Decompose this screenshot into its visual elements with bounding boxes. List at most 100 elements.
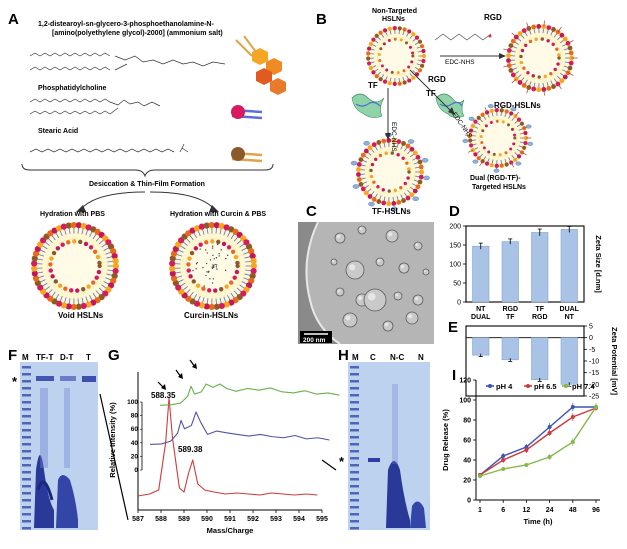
lipid-head <box>416 155 421 160</box>
inner-lipid-head <box>201 286 205 290</box>
inner-lipid-head <box>97 261 101 265</box>
lipid-head <box>388 81 392 85</box>
lipid-head <box>513 158 517 162</box>
lipid-head <box>393 82 397 86</box>
lipid1-structure <box>30 53 225 70</box>
inner-lipid-head <box>480 141 483 144</box>
tem-particle-highlight <box>388 232 392 236</box>
inner-lipid-head <box>551 43 554 46</box>
inner-lipid-head <box>400 39 403 42</box>
data-point <box>571 440 575 444</box>
tf-protein-2 <box>436 94 464 118</box>
curcin-dot <box>218 253 219 254</box>
lipid3-name: Stearic Acid <box>38 128 78 135</box>
process-label: Desiccation & Thin-Film Formation <box>89 181 205 188</box>
inner-lipid-head <box>538 75 541 78</box>
inner-lipid-head <box>405 41 408 44</box>
inner-lipid-head <box>490 121 493 124</box>
curcin-dot <box>192 270 193 271</box>
inner-lipid-head <box>374 158 377 161</box>
lipid-head <box>381 139 386 144</box>
y-tick-label: 100 <box>459 398 471 405</box>
inner-lipid-head <box>235 270 239 274</box>
curcin-dot <box>204 285 205 286</box>
inner-lipid-head <box>407 167 410 170</box>
lipid-head <box>401 198 406 203</box>
tf-ligand <box>351 161 357 165</box>
x-tick-label: 1 <box>478 507 482 514</box>
product-rgd-label: RGD-HSLNs <box>494 101 541 110</box>
x-tick-label: 12 <box>523 507 531 514</box>
x-tick-label: 590 <box>201 516 213 523</box>
inner-lipid-head <box>411 52 414 55</box>
inner-lipid-head <box>86 284 90 288</box>
lipid-head <box>364 191 369 196</box>
gel-f-lane-m: M <box>22 353 29 362</box>
panel-g: G 587 588 589 590 591 592 593 594 595Mass/Charge… <box>100 347 339 535</box>
lipid-head <box>469 143 473 147</box>
lipid-head <box>376 140 381 145</box>
inner-lipid-head <box>48 262 52 266</box>
tem-particle <box>358 226 366 234</box>
inner-lipid-head <box>485 124 488 127</box>
tf-ligand <box>526 125 531 129</box>
panel-a: A 1,2-distearoyl-sn-glycero-3-phosphoeth… <box>8 11 286 320</box>
data-point <box>571 415 575 419</box>
tf-ligand <box>473 160 478 164</box>
legend-marker <box>488 384 492 388</box>
gel-h-lane-n: N <box>418 353 424 362</box>
inner-lipid-head <box>372 180 375 183</box>
tem-particle <box>394 292 402 300</box>
tf-ligand <box>494 169 499 173</box>
tf-ligand <box>408 139 414 143</box>
inner-lipid-head <box>378 59 381 62</box>
lipid-head <box>359 182 364 187</box>
tem-particle-highlight <box>415 243 418 246</box>
lipid-head <box>413 189 418 194</box>
inner-lipid-head <box>198 242 202 246</box>
inner-lipid-head <box>378 53 381 56</box>
marker-band <box>350 492 359 495</box>
lipid-head <box>481 159 485 163</box>
inner-lipid-head <box>555 47 558 50</box>
curcin-dot <box>217 244 218 245</box>
marker-band <box>22 520 31 523</box>
lipid-head <box>546 86 551 91</box>
tem-particle <box>423 269 429 275</box>
x-tick-label-line2: RGD <box>532 314 548 321</box>
lipid-head <box>367 61 371 65</box>
curcin-dot <box>225 258 226 259</box>
inner-lipid-head <box>554 68 557 71</box>
lipid-head <box>490 163 494 167</box>
curcin-dot <box>209 278 210 279</box>
inner-lipid-head <box>513 137 516 140</box>
inner-lipid-head <box>480 135 483 138</box>
marker-band <box>350 520 359 523</box>
x-axis-label: Time (h) <box>523 517 553 526</box>
lipid-head <box>386 201 391 206</box>
inner-lipid-head <box>196 283 200 287</box>
tem-particle <box>343 313 357 327</box>
inner-lipid-head <box>369 169 372 172</box>
marker-band <box>22 366 31 369</box>
lipid-head <box>536 24 541 29</box>
panel-b: B Non-Targeted HSLNs RGD EDC-NHS RGD-HSL… <box>316 8 578 216</box>
x-tick-label: 593 <box>270 516 282 523</box>
product-tf-label: TF-HSLNs <box>372 207 411 216</box>
marker-band <box>22 506 31 509</box>
tem-particle-highlight <box>332 260 334 262</box>
marker-band <box>350 464 359 467</box>
y-tick-label: 50 <box>453 281 461 288</box>
lipid-head <box>357 162 362 167</box>
y-tick-label: -15 <box>589 370 599 377</box>
tem-particle-highlight <box>424 270 426 272</box>
inner-lipid-head <box>524 44 527 47</box>
data-point <box>501 467 505 471</box>
curcin-dot <box>212 268 213 269</box>
lipid-head <box>531 87 536 92</box>
lipid1-name: 1,2-distearoyl-sn-glycero-3-phosphoethan… <box>38 21 214 28</box>
curcin-dot <box>212 246 213 247</box>
inner-lipid-head <box>541 37 544 40</box>
bar <box>561 338 578 385</box>
inner-lipid-head <box>194 246 198 250</box>
